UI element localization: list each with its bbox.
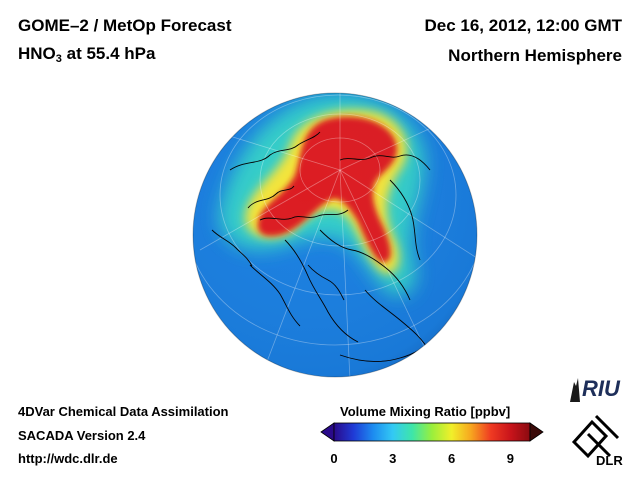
footer-method: 4DVar Chemical Data Assimilation bbox=[18, 404, 229, 419]
colorbar-arrow-low bbox=[320, 422, 335, 442]
forecast-date: Dec 16, 2012, 12:00 GMT bbox=[424, 16, 622, 35]
riu-logo: RIU bbox=[570, 376, 621, 402]
colorbar-title: Volume Mixing Ratio [ppbv] bbox=[340, 404, 511, 419]
colorbar-tick-label: 9 bbox=[506, 451, 515, 466]
dlr-logo-text: DLR bbox=[596, 453, 623, 468]
hemisphere-label: Northern Hemisphere bbox=[448, 46, 622, 65]
footer-version: SACADA Version 2.4 bbox=[18, 428, 146, 443]
hno3-field bbox=[193, 93, 477, 377]
colorbar bbox=[320, 422, 544, 442]
riu-logo-text: RIU bbox=[582, 376, 621, 401]
dlr-emblem-icon bbox=[571, 414, 620, 459]
map-title: GOME–2 / MetOp Forecast bbox=[18, 16, 232, 35]
colorbar-arrow-high bbox=[529, 422, 544, 442]
map-species-level: HNO3 at 55.4 hPa bbox=[18, 44, 155, 65]
colorbar-tick-label: 0 bbox=[330, 451, 338, 466]
colorbar-gradient bbox=[333, 422, 531, 442]
tower-icon bbox=[570, 378, 580, 402]
colorbar-tick-label: 3 bbox=[389, 451, 397, 466]
globe-map bbox=[192, 92, 478, 378]
species-name: HNO bbox=[18, 44, 56, 63]
species-subscript: 3 bbox=[55, 53, 62, 65]
dlr-logo: DLR bbox=[571, 414, 623, 468]
colorbar-tick-label: 6 bbox=[447, 451, 456, 466]
footer-url[interactable]: http://wdc.dlr.de bbox=[18, 451, 118, 466]
pressure-level: at 55.4 hPa bbox=[66, 44, 156, 63]
